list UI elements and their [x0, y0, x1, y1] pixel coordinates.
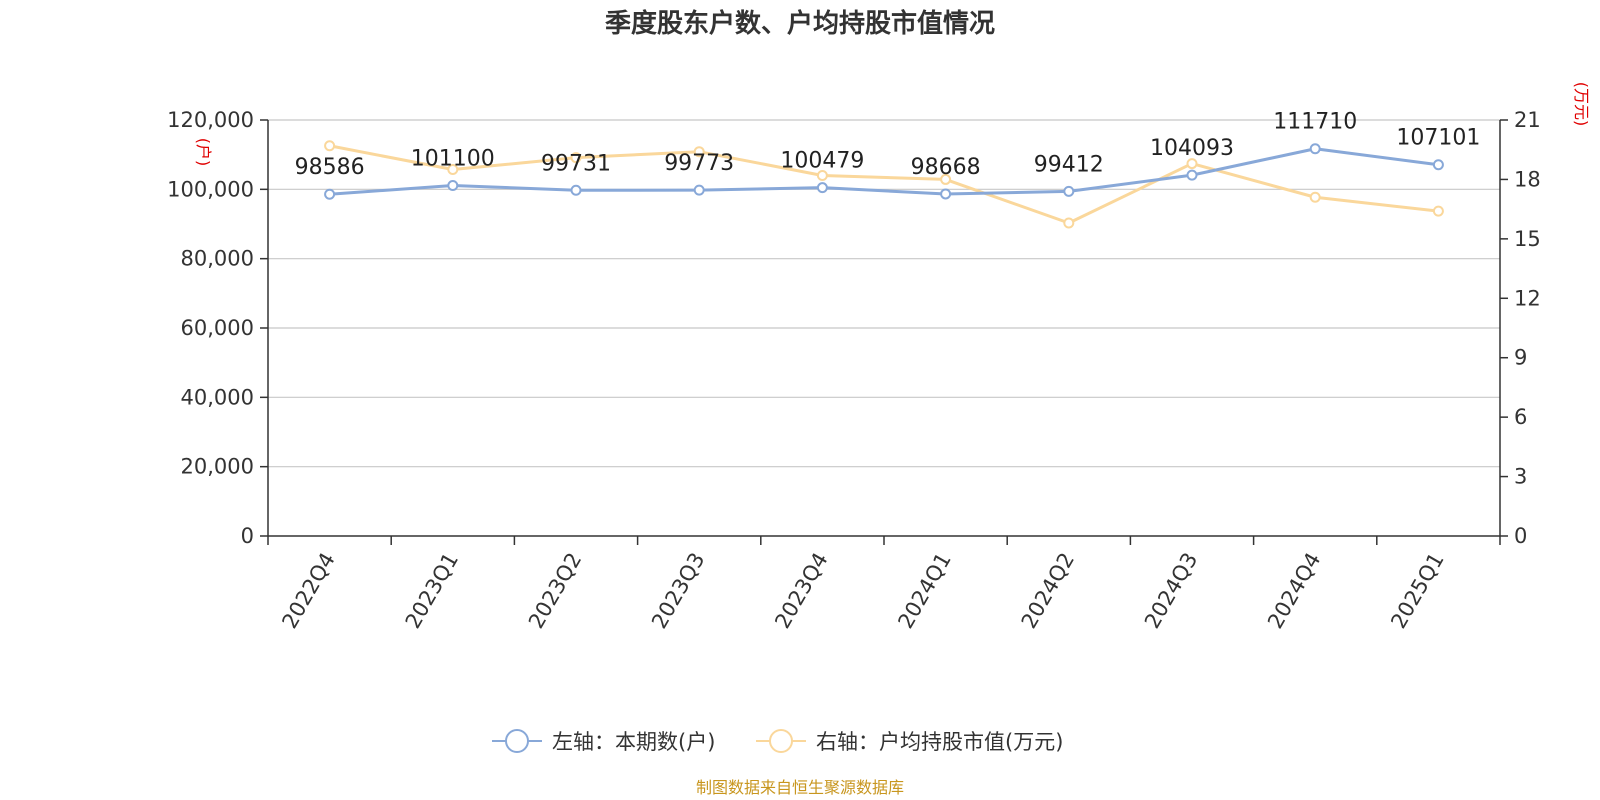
left-axis-ticks: 0 20,000 40,000 60,000 80,000 100,000 120,000: [167, 108, 268, 548]
shareholder-count-point: [1063, 185, 1075, 197]
x-tick-label: 2024Q3: [1140, 549, 1202, 633]
data-label: 98586: [295, 155, 365, 180]
legend-label-left: 左轴：本期数(户): [552, 730, 715, 754]
x-tick-label: 2023Q4: [770, 549, 832, 633]
household-value-point: [816, 169, 828, 181]
shareholder-count-point: [324, 188, 336, 200]
chart-title: 季度股东户数、户均持股市值情况: [605, 8, 995, 39]
household-value-point: [1063, 217, 1075, 229]
shareholder-count-line: [329, 147, 1439, 196]
left-tick-label: 0: [241, 524, 254, 548]
shareholder-count-point: [693, 184, 705, 196]
household-value-point: [447, 164, 459, 176]
data-label: 98668: [911, 155, 981, 180]
household-value-point: [570, 152, 582, 164]
right-tick-label: 21: [1514, 108, 1541, 132]
x-tick-label: 2025Q1: [1386, 549, 1448, 633]
household-value-point: [1186, 158, 1198, 170]
left-tick-label: 120,000: [167, 108, 254, 132]
legend[interactable]: 左轴：本期数(户) 右轴：户均持股市值(万元): [492, 729, 1063, 754]
series-per-household-value: [324, 140, 1444, 229]
data-label: 100479: [780, 149, 864, 174]
left-tick-label: 80,000: [181, 247, 254, 271]
legend-marker-left-icon: [505, 729, 529, 753]
shareholder-count-point: [940, 188, 952, 200]
source-note: 制图数据来自恒生聚源数据库: [696, 778, 904, 797]
right-tick-label: 15: [1514, 227, 1541, 251]
data-label: 107101: [1396, 126, 1480, 151]
household-value-point: [940, 173, 952, 185]
data-label: 99412: [1034, 152, 1104, 177]
shareholder-count-point: [1432, 159, 1444, 171]
right-tick-label: 3: [1514, 465, 1527, 489]
shareholder-count-point: [816, 182, 828, 194]
legend-label-right: 右轴：户均持股市值(万元): [816, 730, 1063, 754]
right-tick-label: 18: [1514, 167, 1541, 191]
right-axis-unit: (万元): [1572, 82, 1591, 127]
household-value-point: [1432, 205, 1444, 217]
data-labels: 98586 101100 99731 99773 100479 98668 99412 104…: [295, 110, 1481, 180]
data-label: 99731: [541, 151, 611, 176]
right-tick-label: 6: [1514, 405, 1527, 429]
data-label: 99773: [664, 151, 734, 176]
data-label: 111710: [1273, 110, 1357, 135]
x-tick-label: 2024Q4: [1263, 549, 1325, 633]
left-tick-label: 40,000: [181, 385, 254, 409]
household-value-point: [693, 146, 705, 158]
legend-marker-right-icon: [769, 729, 793, 753]
x-tick-label: 2024Q2: [1017, 549, 1079, 633]
left-tick-label: 60,000: [181, 316, 254, 340]
right-tick-label: 12: [1514, 286, 1541, 310]
x-tick-label: 2023Q3: [647, 549, 709, 633]
shareholder-count-point: [1309, 143, 1321, 155]
series-shareholder-count: [324, 143, 1444, 200]
household-value-line: [329, 144, 1439, 225]
left-tick-label: 20,000: [181, 455, 254, 479]
data-label: 101100: [411, 147, 495, 172]
x-tick-label: 2023Q1: [401, 549, 463, 633]
right-axis-ticks: 0 3 6 9 12 15 18 21: [1500, 108, 1541, 548]
shareholder-count-point: [570, 184, 582, 196]
left-axis-unit: (户): [194, 138, 213, 167]
x-axis-ticks: 2022Q4 2023Q1 2023Q2 2023Q3 2023Q4 2024Q1 2024…: [267, 536, 1501, 633]
right-tick-label: 9: [1514, 346, 1527, 370]
x-tick-label: 2023Q2: [524, 549, 586, 633]
legend-item-left-axis[interactable]: 左轴：本期数(户): [492, 729, 715, 754]
legend-item-right-axis[interactable]: 右轴：户均持股市值(万元): [756, 729, 1063, 754]
household-value-point: [1309, 191, 1321, 203]
x-tick-label: 2022Q4: [277, 549, 339, 633]
household-value-point: [324, 140, 336, 152]
left-tick-label: 100,000: [167, 177, 254, 201]
data-label: 104093: [1150, 136, 1234, 161]
right-tick-label: 0: [1514, 524, 1527, 548]
x-tick-label: 2024Q1: [893, 549, 955, 633]
shareholder-count-point: [1186, 169, 1198, 181]
shareholder-count-point: [447, 180, 459, 192]
